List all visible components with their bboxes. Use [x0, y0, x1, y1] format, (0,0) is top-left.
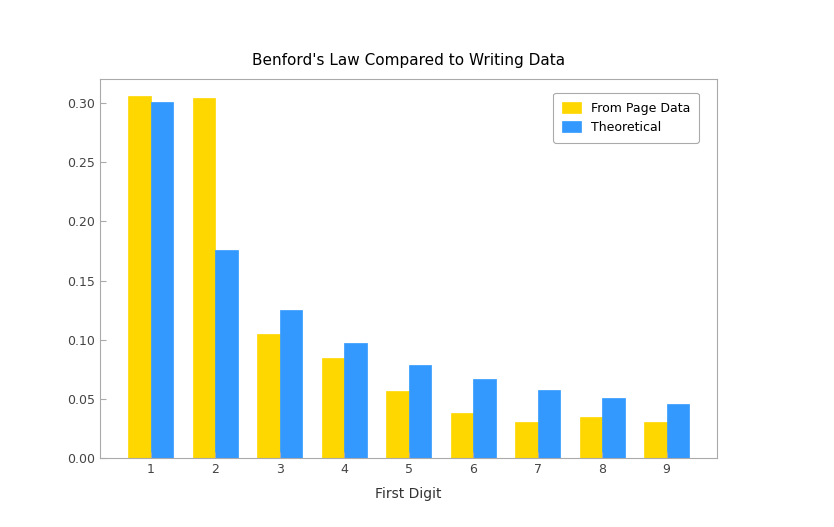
Bar [257, 334, 279, 458]
Bar [344, 344, 367, 458]
Bar [644, 422, 666, 458]
Bar [666, 404, 689, 458]
Bar [279, 310, 302, 458]
Bar [602, 398, 625, 458]
Bar [215, 250, 238, 458]
Title: Benford's Law Compared to Writing Data: Benford's Law Compared to Writing Data [252, 53, 565, 68]
Bar [322, 358, 344, 458]
Bar [538, 390, 560, 458]
Bar [151, 102, 173, 458]
Bar [193, 98, 215, 458]
Bar [128, 96, 151, 458]
Bar [515, 422, 538, 458]
X-axis label: First Digit: First Digit [375, 487, 442, 502]
Bar [473, 379, 495, 458]
Bar [386, 391, 409, 458]
Legend: From Page Data, Theoretical: From Page Data, Theoretical [553, 93, 699, 143]
Bar [409, 365, 431, 458]
Bar [450, 413, 473, 458]
Bar [580, 417, 602, 458]
